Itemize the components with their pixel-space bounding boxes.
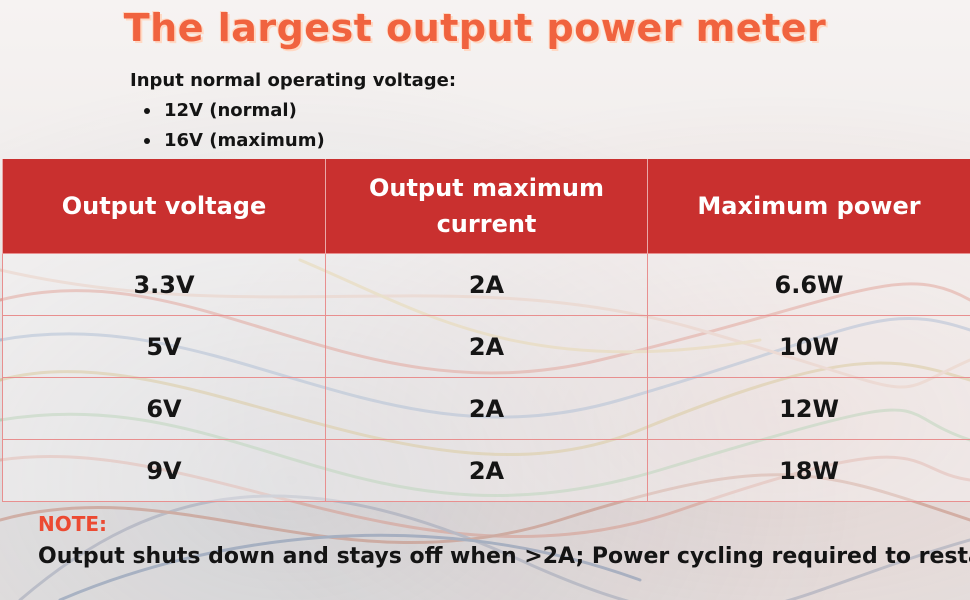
input-voltage-item: 16V (maximum) <box>144 126 456 156</box>
cell-maximum-power: 12W <box>647 377 970 440</box>
input-voltage-item-text: 12V (normal) <box>164 100 297 121</box>
cell-output-current: 2A <box>325 315 648 378</box>
bullet-icon <box>144 138 150 144</box>
cell-maximum-power: 6.6W <box>647 253 970 316</box>
table-row: 3.3V 2A 6.6W <box>2 253 970 316</box>
cell-output-voltage: 5V <box>2 315 326 378</box>
cell-output-current: 2A <box>325 377 648 440</box>
note-section: NOTE: Output shuts down and stays off wh… <box>38 510 970 569</box>
table-row: 5V 2A 10W <box>2 315 970 378</box>
column-header-maximum-power: Maximum power <box>647 159 970 254</box>
table-row: 9V 2A 18W <box>2 439 970 502</box>
input-voltage-heading: Input normal operating voltage: <box>130 70 457 91</box>
page-title: The largest output power meter <box>123 6 827 50</box>
table-row: 6V 2A 12W <box>2 377 970 440</box>
input-voltage-item-text: 16V (maximum) <box>164 130 325 151</box>
cell-output-current: 2A <box>325 439 648 502</box>
cell-maximum-power: 18W <box>647 439 970 502</box>
bullet-icon <box>144 108 150 114</box>
column-header-output-current: Output maximum current <box>325 159 648 254</box>
cell-output-current: 2A <box>325 253 648 316</box>
cell-output-voltage: 6V <box>2 377 326 440</box>
input-voltage-item: 12V (normal) <box>144 96 456 126</box>
input-voltage-list: 12V (normal) 16V (maximum) <box>130 96 456 156</box>
input-voltage-section: Input normal operating voltage: 12V (nor… <box>130 68 456 156</box>
cell-output-voltage: 9V <box>2 439 326 502</box>
table-header-row: Output voltage Output maximum current Ma… <box>2 159 970 254</box>
note-label: NOTE: <box>38 512 108 536</box>
column-header-output-voltage: Output voltage <box>2 159 326 254</box>
cell-output-voltage: 3.3V <box>2 253 326 316</box>
cell-maximum-power: 10W <box>647 315 970 378</box>
note-text: Output shuts down and stays off when >2A… <box>38 544 970 569</box>
output-spec-table: Output voltage Output maximum current Ma… <box>2 159 970 502</box>
